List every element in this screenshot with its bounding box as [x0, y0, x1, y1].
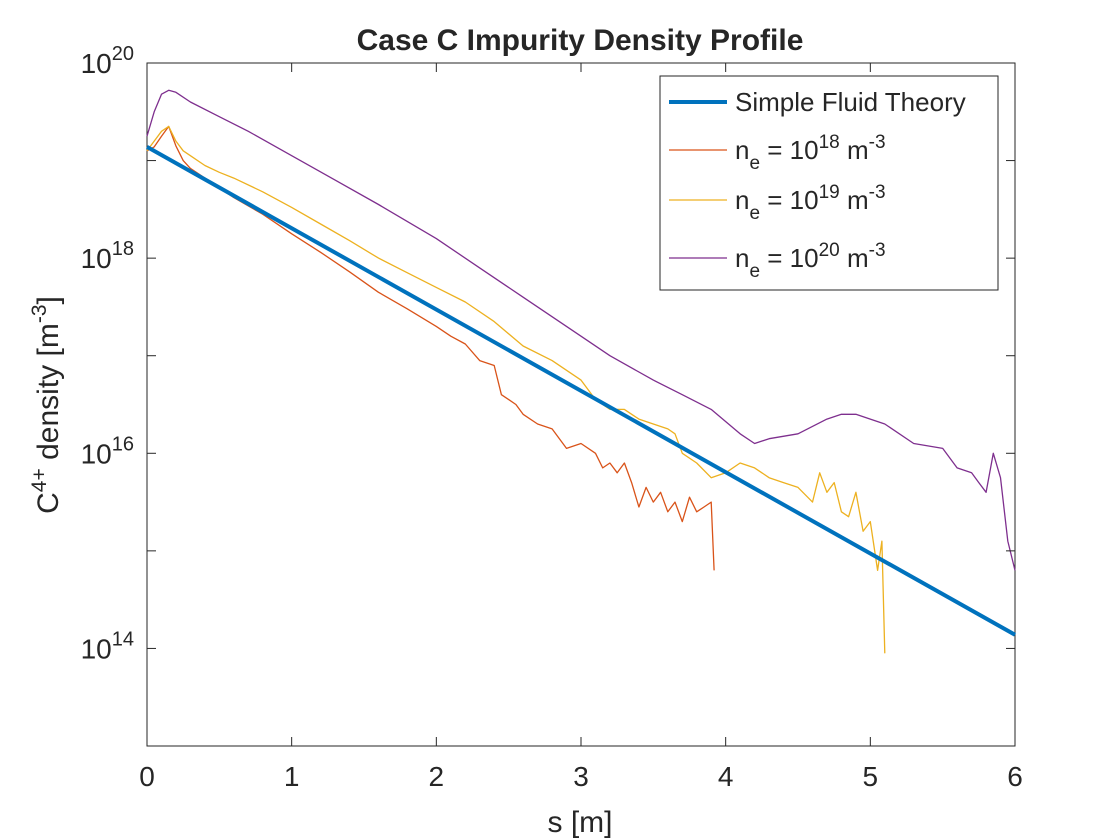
series-line-ne19: [146, 125, 886, 654]
x-tick-label: 6: [1007, 761, 1023, 792]
x-axis: 0 1 2 3 4 5 6: [139, 63, 1023, 792]
series-line-theory: [146, 145, 1016, 637]
y-axis-label: C4+ density [m-3]: [28, 296, 65, 514]
x-axis-label: s [m]: [548, 806, 613, 839]
y-label-base: C: [32, 492, 65, 514]
y-tick-label: 1018: [81, 238, 134, 274]
y-tick-label: 1016: [81, 433, 134, 469]
legend-label-ne18: ne = 1018 m-3: [735, 132, 886, 174]
x-tick-label: 4: [718, 761, 734, 792]
x-tick-label: 2: [429, 761, 445, 792]
y-axis: 1014 1016 1018 1020: [81, 43, 1015, 747]
series-layer: [146, 89, 1016, 654]
x-tick-label: 3: [573, 761, 589, 792]
series-line-ne20: [146, 89, 1016, 571]
y-label-close: ]: [32, 296, 65, 304]
x-tick-label: 5: [863, 761, 879, 792]
chart-title: Case C Impurity Density Profile: [357, 24, 804, 57]
x-tick-label: 0: [139, 761, 155, 792]
y-label-sup: 4+: [28, 468, 51, 492]
legend-label-theory: Simple Fluid Theory: [735, 87, 966, 117]
y-tick-label: 1014: [81, 628, 134, 664]
y-label-unit-sup: -3: [28, 304, 51, 323]
legend-label-ne20: ne = 1020 m-3: [735, 240, 886, 282]
x-tick-label: 1: [284, 761, 300, 792]
legend: Simple Fluid Theory ne = 1018 m-3 ne = 1…: [659, 75, 999, 291]
y-label-rest: density [m: [32, 323, 65, 468]
legend-label-ne19: ne = 1019 m-3: [735, 182, 886, 224]
legend-box: [659, 75, 999, 291]
y-tick-label: 1020: [81, 43, 134, 79]
